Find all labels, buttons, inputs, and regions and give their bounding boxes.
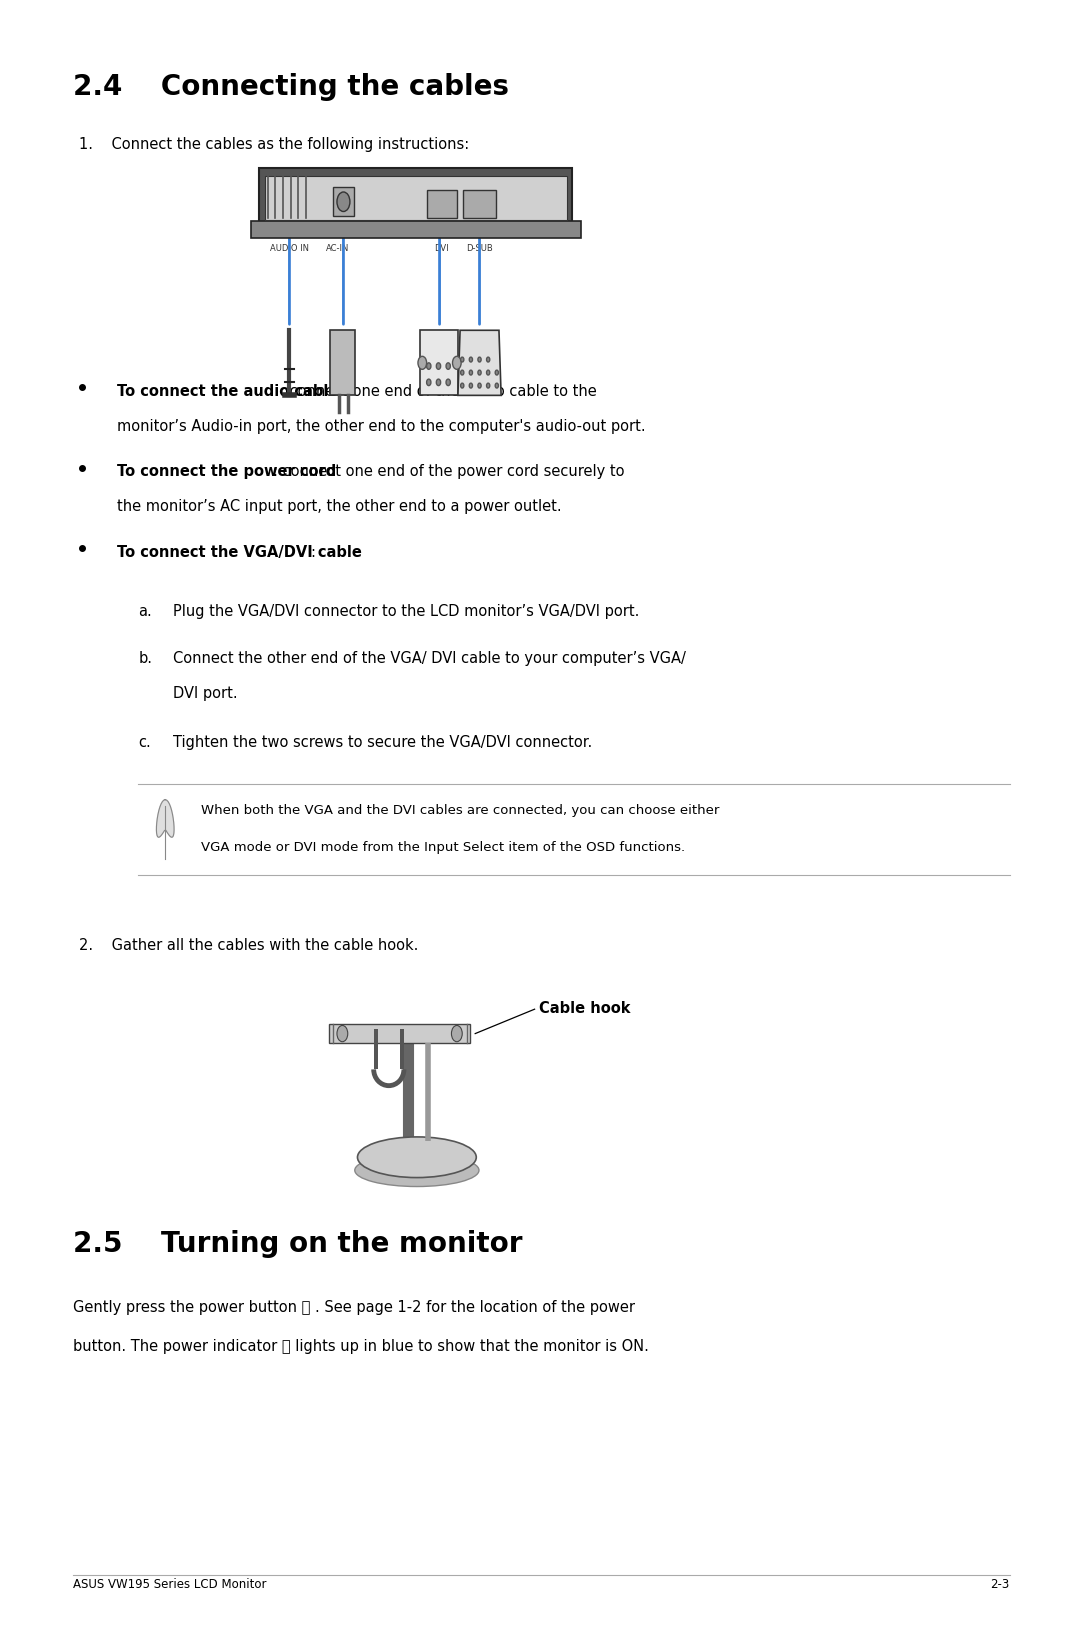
Ellipse shape <box>357 1137 476 1178</box>
Circle shape <box>461 358 464 363</box>
Text: : connect one end of the audio cable to the: : connect one end of the audio cable to … <box>280 384 596 399</box>
Circle shape <box>496 371 499 376</box>
Text: monitor’s Audio-in port, the other end to the computer's audio-out port.: monitor’s Audio-in port, the other end t… <box>117 418 645 434</box>
Circle shape <box>453 356 461 369</box>
Bar <box>329 1023 470 1043</box>
Text: b.: b. <box>138 651 152 665</box>
Circle shape <box>478 371 482 376</box>
Text: button. The power indicator ⏻ lights up in blue to show that the monitor is ON.: button. The power indicator ⏻ lights up … <box>73 1339 649 1354</box>
Circle shape <box>461 371 464 376</box>
Circle shape <box>470 358 473 363</box>
Circle shape <box>486 384 490 389</box>
Text: To connect the VGA/DVI cable: To connect the VGA/DVI cable <box>117 545 362 560</box>
Text: Plug the VGA/DVI connector to the LCD monitor’s VGA/DVI port.: Plug the VGA/DVI connector to the LCD mo… <box>173 604 639 618</box>
Circle shape <box>427 379 431 386</box>
Text: a.: a. <box>138 604 152 618</box>
Circle shape <box>427 363 431 369</box>
Bar <box>330 330 355 395</box>
Text: To connect the power cord: To connect the power cord <box>117 464 336 480</box>
Text: D-SUB: D-SUB <box>467 244 492 254</box>
Circle shape <box>337 1025 348 1041</box>
Circle shape <box>478 358 482 363</box>
Circle shape <box>461 384 464 389</box>
Bar <box>374 1028 378 1069</box>
Circle shape <box>446 379 450 386</box>
Text: AUDIO IN: AUDIO IN <box>270 244 309 254</box>
Text: Tighten the two screws to secure the VGA/DVI connector.: Tighten the two screws to secure the VGA… <box>173 735 592 750</box>
Text: To connect the audio cable: To connect the audio cable <box>117 384 338 399</box>
Bar <box>463 190 496 218</box>
Bar <box>265 176 567 220</box>
Text: 2.4    Connecting the cables: 2.4 Connecting the cables <box>73 73 510 101</box>
Text: DVI port.: DVI port. <box>173 687 238 701</box>
Text: 2.    Gather all the cables with the cable hook.: 2. Gather all the cables with the cable … <box>79 937 418 953</box>
Text: ASUS VW195 Series LCD Monitor: ASUS VW195 Series LCD Monitor <box>73 1578 267 1591</box>
Bar <box>427 190 457 218</box>
Text: c.: c. <box>138 735 151 750</box>
Circle shape <box>436 363 441 369</box>
Text: : connect one end of the power cord securely to: : connect one end of the power cord secu… <box>273 464 624 480</box>
Circle shape <box>436 379 441 386</box>
Circle shape <box>337 192 350 212</box>
Text: AC-IN: AC-IN <box>326 244 350 254</box>
Bar <box>251 221 581 238</box>
Text: Gently press the power button ⏻ . See page 1-2 for the location of the power: Gently press the power button ⏻ . See pa… <box>73 1300 635 1315</box>
Text: Connect the other end of the VGA/ DVI cable to your computer’s VGA/: Connect the other end of the VGA/ DVI ca… <box>173 651 686 665</box>
Text: When both the VGA and the DVI cables are connected, you can choose either: When both the VGA and the DVI cables are… <box>201 804 719 817</box>
Circle shape <box>418 356 427 369</box>
Circle shape <box>446 363 450 369</box>
Text: Cable hook: Cable hook <box>539 1001 631 1015</box>
Text: VGA mode or DVI mode from the Input Select item of the OSD functions.: VGA mode or DVI mode from the Input Sele… <box>201 841 685 854</box>
Circle shape <box>486 371 490 376</box>
Circle shape <box>486 358 490 363</box>
Bar <box>259 168 572 225</box>
Circle shape <box>470 371 473 376</box>
Text: 2.5    Turning on the monitor: 2.5 Turning on the monitor <box>73 1230 523 1258</box>
Text: :: : <box>310 545 315 560</box>
Circle shape <box>496 384 499 389</box>
Circle shape <box>478 384 482 389</box>
Circle shape <box>470 384 473 389</box>
Polygon shape <box>157 800 174 838</box>
Text: DVI: DVI <box>434 244 449 254</box>
Polygon shape <box>458 330 501 395</box>
Bar <box>400 1028 404 1069</box>
Bar <box>420 330 458 395</box>
Bar <box>333 187 354 216</box>
Circle shape <box>451 1025 462 1041</box>
Text: the monitor’s AC input port, the other end to a power outlet.: the monitor’s AC input port, the other e… <box>117 499 562 514</box>
Text: 1.    Connect the cables as the following instructions:: 1. Connect the cables as the following i… <box>79 137 469 151</box>
Text: 2-3: 2-3 <box>990 1578 1010 1591</box>
Ellipse shape <box>354 1154 480 1186</box>
